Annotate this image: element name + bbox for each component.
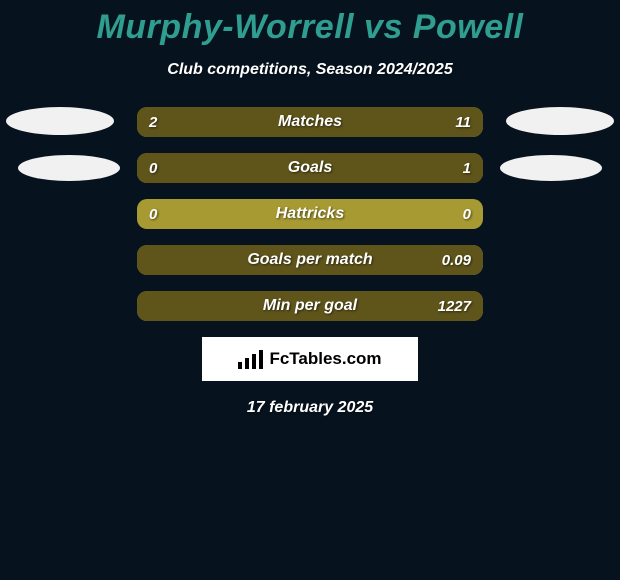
player-avatar-right-2 <box>500 155 602 181</box>
page-title: Murphy-Worrell vs Powell <box>0 0 620 47</box>
stat-label: Goals <box>137 153 483 183</box>
stat-label: Matches <box>137 107 483 137</box>
comparison-chart: 2Matches110Goals10Hattricks0Goals per ma… <box>0 107 620 417</box>
stat-value-right: 1 <box>451 153 483 183</box>
stat-row: Min per goal1227 <box>137 291 483 321</box>
stat-value-right: 0 <box>451 199 483 229</box>
stat-row: 0Goals1 <box>137 153 483 183</box>
date-caption: 17 february 2025 <box>0 399 620 417</box>
player-avatar-left <box>6 107 114 135</box>
stat-row: 2Matches11 <box>137 107 483 137</box>
player-avatar-left-2 <box>18 155 120 181</box>
stat-value-right: 0.09 <box>430 245 483 275</box>
bars-icon <box>238 350 263 369</box>
subtitle: Club competitions, Season 2024/2025 <box>0 61 620 79</box>
stat-label: Hattricks <box>137 199 483 229</box>
stat-row: 0Hattricks0 <box>137 199 483 229</box>
stat-row: Goals per match0.09 <box>137 245 483 275</box>
branding-text: FcTables.com <box>269 349 381 369</box>
stat-value-right: 11 <box>443 107 483 137</box>
stat-value-right: 1227 <box>426 291 483 321</box>
player-avatar-right <box>506 107 614 135</box>
branding-badge: FcTables.com <box>202 337 418 381</box>
